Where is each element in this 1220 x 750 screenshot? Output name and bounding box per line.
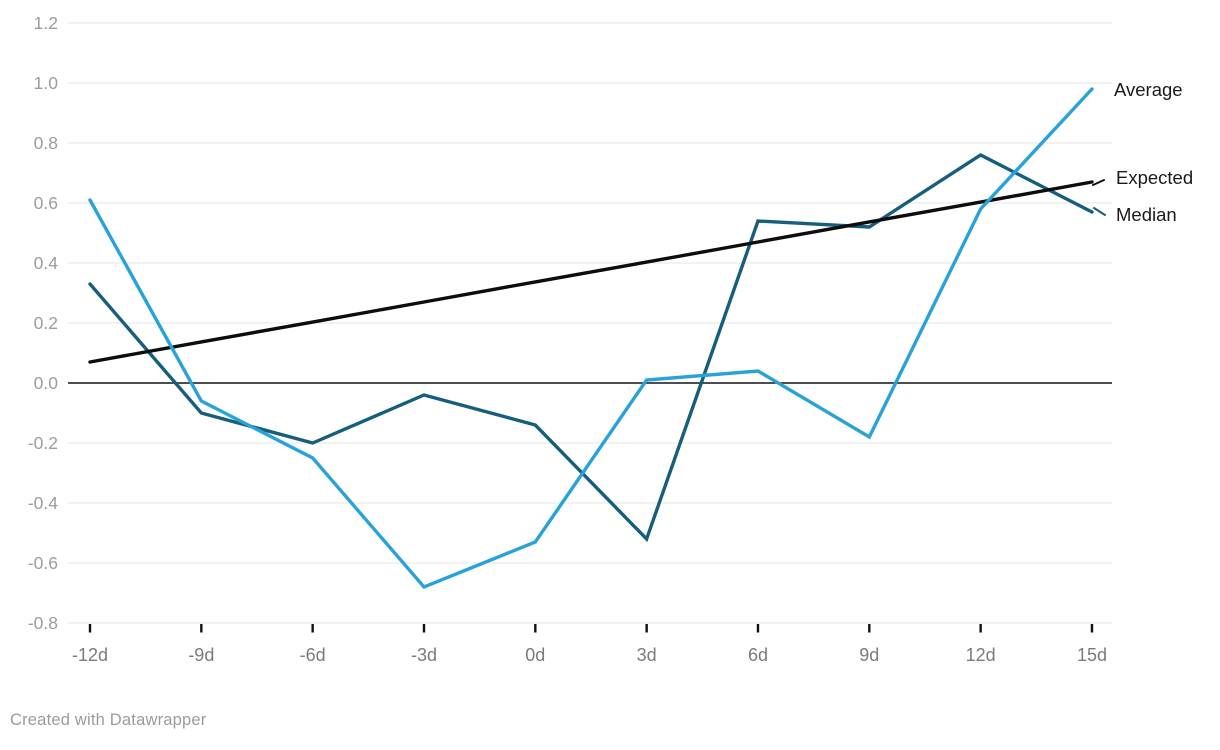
- x-tick-label: 0d: [525, 645, 545, 665]
- series-line-average: [88, 87, 1094, 590]
- y-tick-label: 1.0: [34, 73, 59, 93]
- series-label-connector-expected: [1092, 179, 1105, 186]
- series-line-median: [88, 153, 1094, 543]
- y-tick-label: -0.2: [28, 433, 58, 453]
- y-tick-label: 0.0: [34, 373, 59, 393]
- series-label-connector-median: [1093, 207, 1106, 216]
- y-tick-label: 0.4: [34, 253, 59, 273]
- series-labels: Average Expected Median: [1092, 79, 1193, 225]
- series-lines: [88, 87, 1094, 590]
- y-gridlines: [68, 22, 1112, 624]
- series-line-expected: [88, 180, 1094, 364]
- x-tick-label: -3d: [411, 645, 437, 665]
- x-tick-label: 3d: [637, 645, 657, 665]
- y-tick-label: -0.6: [28, 553, 58, 573]
- y-axis-labels: 1.2 1.0 0.8 0.6 0.4 0.2 0.0 -0.2 -0.4 -0.6 -0.8: [28, 13, 58, 633]
- series-label-expected: Expected: [1116, 167, 1193, 188]
- x-tick-label: 9d: [859, 645, 879, 665]
- y-tick-label: 0.6: [34, 193, 58, 213]
- x-tick-label: -9d: [188, 645, 214, 665]
- y-tick-label: 0.8: [34, 133, 58, 153]
- x-tick-label: 15d: [1077, 645, 1107, 665]
- x-tick-label: -12d: [72, 645, 108, 665]
- x-tick-label: -6d: [300, 645, 326, 665]
- series-label-average: Average: [1114, 79, 1183, 100]
- y-tick-label: 0.2: [34, 313, 58, 333]
- x-tick-label: 12d: [966, 645, 996, 665]
- x-tick-label: 6d: [748, 645, 768, 665]
- x-axis-ticks: -12d -9d -6d -3d 0d 3d 6d 9d 12d 15d: [72, 624, 1107, 665]
- series-label-median: Median: [1116, 204, 1177, 225]
- datawrapper-credit: Created with Datawrapper: [10, 711, 207, 729]
- y-tick-label: -0.8: [28, 613, 58, 633]
- y-tick-label: -0.4: [28, 493, 58, 513]
- y-tick-label: 1.2: [34, 13, 58, 33]
